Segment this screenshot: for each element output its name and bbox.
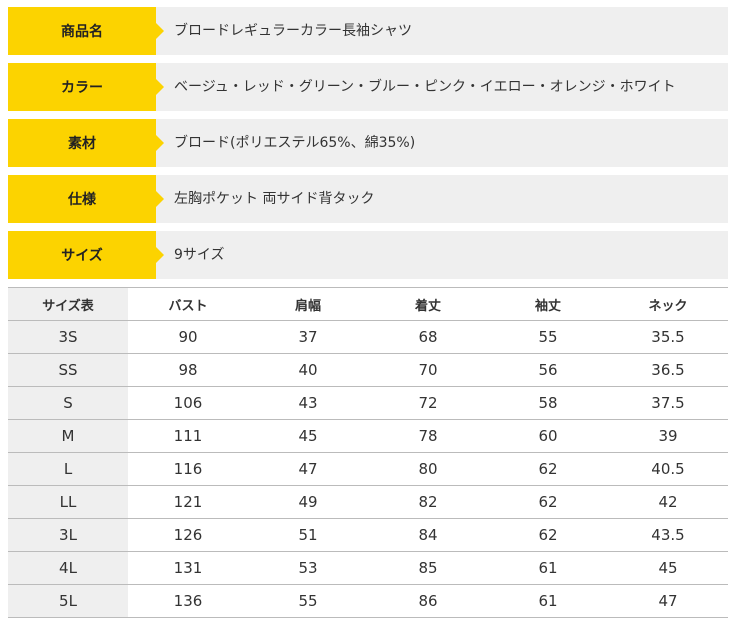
measurement-cell: 126: [128, 518, 248, 552]
measurement-cell: 53: [248, 551, 368, 585]
size-name-cell: S: [8, 386, 128, 420]
measurement-cell: 43: [248, 386, 368, 420]
measurement-cell: 131: [128, 551, 248, 585]
measurement-cell: 40: [248, 353, 368, 387]
measurement-cell: 37.5: [608, 386, 728, 420]
table-row: 4L 131 53 85 61 45: [8, 551, 728, 585]
measurement-cell: 43.5: [608, 518, 728, 552]
header-cell: 肩幅: [248, 287, 368, 321]
measurement-cell: 61: [488, 584, 608, 618]
measurement-cell: 47: [248, 452, 368, 486]
spec-value: ベージュ・レッド・グリーン・ブルー・ピンク・イエロー・オレンジ・ホワイト: [174, 79, 676, 95]
spec-label: 商品名: [8, 7, 156, 55]
spec-label: サイズ: [8, 231, 156, 279]
measurement-cell: 121: [128, 485, 248, 519]
table-row: M 111 45 78 60 39: [8, 419, 728, 453]
measurement-cell: 45: [248, 419, 368, 453]
measurement-cell: 40.5: [608, 452, 728, 486]
measurement-cell: 84: [368, 518, 488, 552]
measurement-cell: 85: [368, 551, 488, 585]
measurement-cell: 60: [488, 419, 608, 453]
table-row: LL 121 49 82 62 42: [8, 485, 728, 519]
header-cell: 着丈: [368, 287, 488, 321]
measurement-cell: 98: [128, 353, 248, 387]
spec-value: ブロードレギュラーカラー長袖シャツ: [174, 23, 412, 39]
table-row: S 106 43 72 58 37.5: [8, 386, 728, 420]
spec-label: カラー: [8, 63, 156, 111]
table-row: L 116 47 80 62 40.5: [8, 452, 728, 486]
measurement-cell: 82: [368, 485, 488, 519]
spec-row-product-name: 商品名 ブロードレギュラーカラー長袖シャツ: [8, 7, 728, 55]
spec-row-material: 素材 ブロード(ポリエステル65%、綿35%): [8, 119, 728, 167]
table-row: SS 98 40 70 56 36.5: [8, 353, 728, 387]
measurement-cell: 47: [608, 584, 728, 618]
table-row: 5L 136 55 86 61 47: [8, 584, 728, 618]
spec-row-color: カラー ベージュ・レッド・グリーン・ブルー・ピンク・イエロー・オレンジ・ホワイト: [8, 63, 728, 111]
measurement-cell: 37: [248, 320, 368, 354]
header-cell: ネック: [608, 287, 728, 321]
label-arrow: [156, 247, 164, 263]
measurement-cell: 62: [488, 485, 608, 519]
measurement-cell: 39: [608, 419, 728, 453]
label-arrow: [156, 79, 164, 95]
measurement-cell: 62: [488, 518, 608, 552]
measurement-cell: 90: [128, 320, 248, 354]
table-row: 3S 90 37 68 55 35.5: [8, 320, 728, 354]
measurement-cell: 51: [248, 518, 368, 552]
size-name-cell: 3S: [8, 320, 128, 354]
spec-value: 左胸ポケット 両サイド背タック: [174, 191, 375, 207]
measurement-cell: 62: [488, 452, 608, 486]
measurement-cell: 45: [608, 551, 728, 585]
measurement-cell: 72: [368, 386, 488, 420]
measurement-cell: 35.5: [608, 320, 728, 354]
measurement-cell: 111: [128, 419, 248, 453]
size-table-header-row: サイズ表 バスト 肩幅 着丈 袖丈 ネック: [8, 287, 728, 321]
measurement-cell: 78: [368, 419, 488, 453]
measurement-cell: 49: [248, 485, 368, 519]
measurement-cell: 70: [368, 353, 488, 387]
measurement-cell: 36.5: [608, 353, 728, 387]
label-arrow: [156, 23, 164, 39]
label-arrow: [156, 191, 164, 207]
size-table: サイズ表 バスト 肩幅 着丈 袖丈 ネック 3S 90 37 68 55 35.5 SS 98…: [8, 287, 728, 618]
table-row: 3L 126 51 84 62 43.5: [8, 518, 728, 552]
spec-value: 9サイズ: [174, 247, 225, 263]
measurement-cell: 68: [368, 320, 488, 354]
spec-row-specification: 仕様 左胸ポケット 両サイド背タック: [8, 175, 728, 223]
size-table-body: 3S 90 37 68 55 35.5 SS 98 40 70 56 36.5 S 106 43 72 58 37…: [8, 320, 728, 618]
size-name-cell: LL: [8, 485, 128, 519]
measurement-cell: 55: [488, 320, 608, 354]
measurement-cell: 106: [128, 386, 248, 420]
size-name-cell: 4L: [8, 551, 128, 585]
spec-label: 仕様: [8, 175, 156, 223]
size-name-cell: L: [8, 452, 128, 486]
measurement-cell: 80: [368, 452, 488, 486]
header-cell: 袖丈: [488, 287, 608, 321]
size-name-cell: 3L: [8, 518, 128, 552]
spec-row-size: サイズ 9サイズ: [8, 231, 728, 279]
measurement-cell: 56: [488, 353, 608, 387]
measurement-cell: 42: [608, 485, 728, 519]
spec-label: 素材: [8, 119, 156, 167]
spec-value: ブロード(ポリエステル65%、綿35%): [174, 135, 416, 151]
header-cell: サイズ表: [8, 287, 128, 321]
label-arrow: [156, 135, 164, 151]
size-name-cell: 5L: [8, 584, 128, 618]
measurement-cell: 55: [248, 584, 368, 618]
measurement-cell: 116: [128, 452, 248, 486]
measurement-cell: 58: [488, 386, 608, 420]
header-cell: バスト: [128, 287, 248, 321]
measurement-cell: 86: [368, 584, 488, 618]
measurement-cell: 136: [128, 584, 248, 618]
measurement-cell: 61: [488, 551, 608, 585]
size-name-cell: M: [8, 419, 128, 453]
size-name-cell: SS: [8, 353, 128, 387]
